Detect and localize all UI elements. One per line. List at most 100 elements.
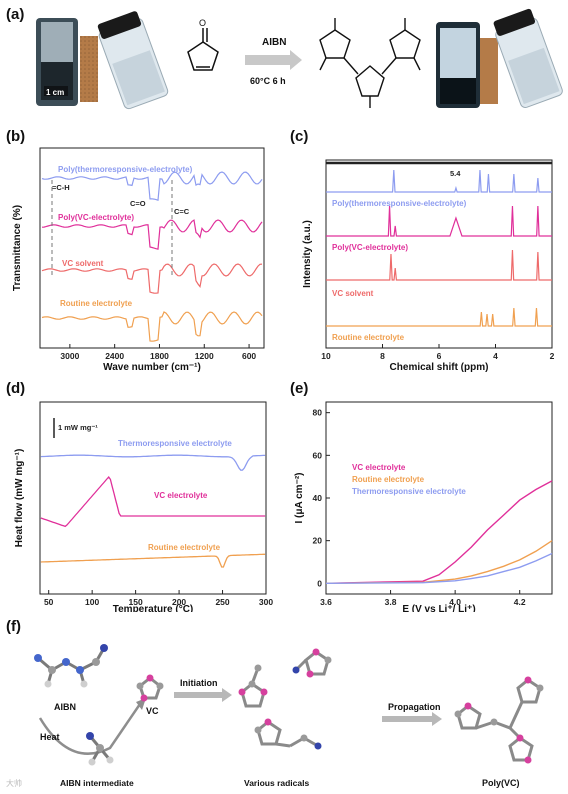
lsv-legend-entry: VC electrolyte [352,463,406,472]
initiation-arrow [174,688,232,702]
ftir-series-line [41,263,263,294]
y-tick-label: 60 [313,450,323,460]
ftir-annotation: =C-H [52,183,70,192]
x-tick-label: 2400 [105,351,124,361]
lsv-ylabel: I (μA cm⁻²) [294,472,305,523]
condition-label: 60°C 6 h [250,76,286,86]
panel-label-b: (b) [6,128,26,145]
x-tick-label: 100 [85,597,99,607]
heat-label: Heat [40,732,60,742]
reagent-label: AIBN [262,37,286,48]
nmr-xlabel: Chemical shift (ppm) [390,362,489,373]
nmr-frame [325,159,553,349]
ftir-chart: 3000 2400 1800 1200 600 Poly(thermoresponsiv… [12,147,265,373]
x-tick-label: 3.8 [385,597,397,607]
nmr-series-label: Poly(VC-electrolyte) [332,243,408,252]
watermark: 大帅 [6,778,22,788]
ftir-series-line [41,171,263,201]
x-tick-label: 4.0 [449,597,461,607]
y-tick-label: 80 [313,408,323,418]
lsv-frame [325,401,553,595]
dsc-series-label: VC electrolyte [154,491,208,500]
dsc-series-line [40,475,266,528]
nmr-series-line [326,169,552,193]
propagation-label: Propagation [388,702,441,712]
dsc-xlabel: Temperature (°C) [113,604,194,612]
radicals-molecules [238,648,332,750]
lsv-legend-entry: Routine electrolyte [352,475,425,484]
x-tick-label: 4.2 [514,597,526,607]
dsc-series-label: Routine electrolyte [148,543,221,552]
dsc-ylabel: Heat flow (mW mg⁻¹) [14,449,25,548]
nmr-series-line [326,249,552,281]
lsv-series-line [325,540,553,584]
reaction-arrow [245,50,302,70]
panel-label-f: (f) [6,618,21,635]
initiation-label: Initiation [180,678,218,688]
aibn-intermediate-molecule [86,732,114,766]
scale-bar-label: 1 cm [46,88,64,97]
y-tick-label: 40 [313,493,323,503]
x-tick-label: 250 [215,597,229,607]
scheme-f: AIBN Heat AIBN intermediate VC Initiatio… [6,644,544,788]
x-tick-label: 8 [380,351,385,361]
nmr-series-label: VC solvent [332,289,374,298]
poly-vc-molecule [454,676,544,764]
ftir-series-label: Poly(VC-electrolyte) [58,213,134,222]
vc-label: VC [146,706,159,716]
x-tick-label: 3000 [60,351,79,361]
heat-arrow [38,703,142,755]
tilted-vial-right [493,8,563,108]
ftir-series-label: Routine electrolyte [60,299,133,308]
x-tick-label: 200 [172,597,186,607]
vc-small-molecule [136,674,164,702]
propagation-arrow [382,712,442,726]
ftir-ylabel: Transmittance (%) [12,205,23,291]
x-tick-label: 150 [129,597,143,607]
y-tick-label: 20 [313,536,323,546]
tilted-vial-left [97,11,169,110]
nmr-series-label: Routine electrolyte [332,333,405,342]
dsc-series-line [40,454,266,471]
panel-label-a: (a) [6,6,25,23]
x-tick-label: 10 [321,351,331,361]
ftir-annotation: C=O [130,199,146,208]
lsv-xlabel: E (V vs Li⁺/ Li⁺) [402,604,475,612]
dsc-frame [39,401,267,595]
x-tick-label: 1200 [195,351,214,361]
x-tick-label: 600 [242,351,256,361]
x-tick-label: 2 [550,351,555,361]
x-tick-label: 3.6 [320,597,332,607]
dsc-series-line [40,553,266,568]
aibn-molecule [34,644,108,688]
lsv-chart: 3.6 3.8 4.0 4.2 0 20 40 60 80 VC electrolyte Rout… [294,401,553,612]
nmr-series-line [326,307,552,327]
panel-label-d: (d) [6,380,26,397]
nmr-series-label: Poly(thermoresponsive-electrolyte) [332,199,467,208]
x-tick-label: 50 [44,597,54,607]
ftir-series-label: Poly(thermoresponsive-electrolyte) [58,165,193,174]
vc-molecule: O [187,18,219,71]
x-tick-label: 300 [259,597,273,607]
nmr-annotation: 5.4 [450,169,461,178]
radicals-label: Various radicals [244,778,309,788]
aibn-label: AIBN [54,702,76,712]
lsv-legend-entry: Thermoresponsive electrolyte [352,487,466,496]
lsv-series-line [325,480,553,584]
ftir-xlabel: Wave number (cm⁻¹) [103,362,201,373]
dsc-scale-label: 1 mW mg⁻¹ [58,423,98,432]
x-tick-label: 4 [493,351,498,361]
scheme-a: 1 cm O AIBN 60°C 6 h [36,8,563,110]
ftir-frame [39,147,265,349]
panel-label-c: (c) [290,128,309,145]
svg-text:O: O [199,18,206,28]
ftir-series-line [41,311,263,342]
lsv-series-line [325,552,553,584]
nmr-ylabel: Intensity (a.u.) [302,220,313,288]
ftir-series-label: VC solvent [62,259,104,268]
x-tick-label: 1800 [150,351,169,361]
intermediate-label: AIBN intermediate [60,778,134,788]
x-tick-label: 6 [437,351,442,361]
product-molecule [319,18,421,108]
cork-right [480,38,498,104]
